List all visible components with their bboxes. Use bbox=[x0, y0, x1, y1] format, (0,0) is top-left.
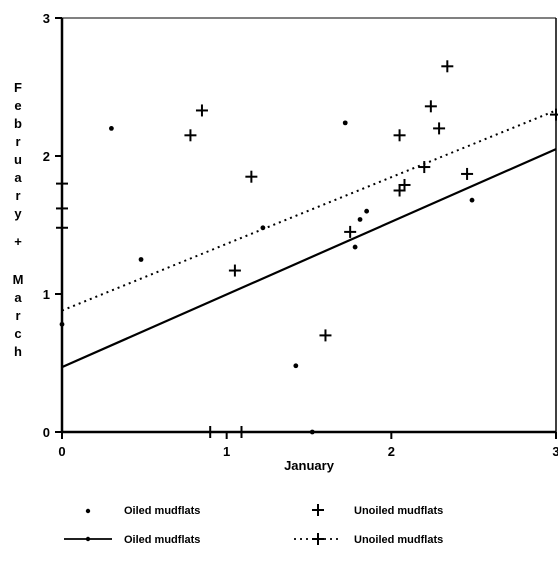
unoiled-data-point bbox=[550, 108, 558, 121]
y-tick-label: 3 bbox=[43, 11, 50, 26]
oiled-data-point bbox=[260, 225, 266, 231]
oiled-data-point bbox=[293, 363, 299, 369]
x-tick-label: 0 bbox=[58, 444, 65, 459]
oiled-data-point bbox=[357, 217, 363, 222]
oiled-data-point bbox=[352, 244, 358, 250]
y-tick-label: 1 bbox=[43, 287, 50, 302]
unoiled-data-point bbox=[398, 178, 411, 191]
unoiled-data-point bbox=[418, 161, 431, 174]
unoiled-data-point bbox=[235, 426, 248, 438]
unoiled-data-point bbox=[441, 60, 454, 73]
legend-label: Unoiled mudflats bbox=[354, 505, 443, 517]
x-tick-label: 1 bbox=[223, 444, 230, 459]
oiled-data-point bbox=[109, 125, 114, 131]
oiled-data-point bbox=[138, 257, 144, 262]
oiled-data-point bbox=[342, 120, 348, 126]
oiled-regression-line bbox=[61, 148, 557, 369]
y-tick-label: 2 bbox=[43, 149, 50, 164]
y-tick-label: 0 bbox=[43, 425, 50, 440]
legend-symbol bbox=[294, 533, 342, 545]
oiled-data-point bbox=[59, 321, 65, 327]
unoiled-data-point bbox=[424, 100, 437, 113]
legend-label: Oiled mudflats bbox=[124, 534, 200, 546]
unoiled-data-point bbox=[228, 264, 241, 277]
x-tick-label: 2 bbox=[388, 444, 395, 459]
unoiled-data-point bbox=[433, 122, 446, 135]
oiled-data-point bbox=[364, 208, 370, 214]
unoiled-data-point bbox=[56, 202, 68, 215]
oiled-data-point bbox=[469, 197, 475, 203]
legend-label: Unoiled mudflats bbox=[354, 534, 443, 546]
unoiled-data-point bbox=[393, 129, 406, 142]
unoiled-data-point bbox=[56, 221, 68, 234]
unoiled-data-point bbox=[245, 170, 258, 183]
legend-symbol bbox=[85, 508, 91, 514]
legend-label: Oiled mudflats bbox=[124, 505, 200, 517]
unoiled-regression-line bbox=[61, 109, 557, 312]
unoiled-data-point bbox=[195, 104, 208, 117]
unoiled-data-point bbox=[184, 129, 197, 142]
unoiled-data-point bbox=[319, 329, 332, 342]
unoiled-data-point bbox=[204, 426, 217, 438]
x-axis-title: January bbox=[284, 458, 335, 473]
legend-symbol bbox=[64, 536, 112, 542]
unoiled-data-point bbox=[56, 177, 68, 190]
unoiled-data-point bbox=[56, 426, 68, 438]
x-tick-label: 3 bbox=[552, 444, 558, 459]
unoiled-data-point bbox=[344, 225, 357, 238]
unoiled-data-point bbox=[461, 167, 474, 180]
oiled-data-point bbox=[309, 429, 315, 435]
legend-symbol bbox=[312, 504, 324, 516]
